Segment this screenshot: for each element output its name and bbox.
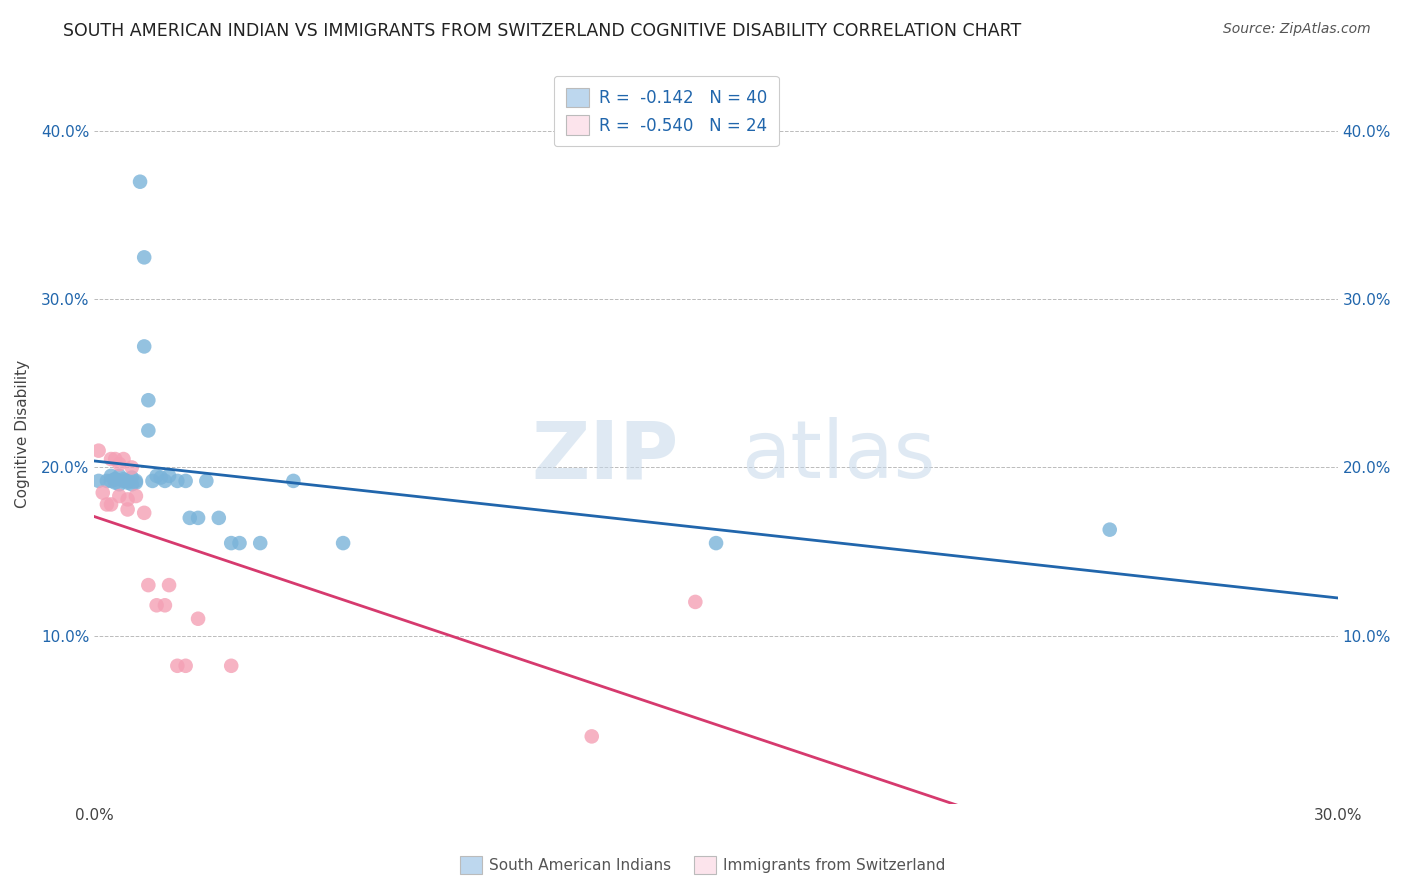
Point xyxy=(187,511,209,525)
Point xyxy=(179,511,201,525)
Point xyxy=(138,578,160,592)
Point xyxy=(166,474,188,488)
Point xyxy=(117,492,139,507)
Point xyxy=(125,489,148,503)
Point xyxy=(685,595,707,609)
Point xyxy=(157,578,180,592)
Point xyxy=(121,470,143,484)
Point xyxy=(96,474,118,488)
Point xyxy=(112,452,135,467)
Point xyxy=(153,474,176,488)
Point xyxy=(174,658,197,673)
Point xyxy=(100,498,122,512)
Point xyxy=(104,475,127,490)
Point xyxy=(125,475,148,490)
Point xyxy=(112,472,135,486)
Point xyxy=(157,468,180,483)
Point xyxy=(153,599,176,613)
Point xyxy=(104,472,127,486)
Point xyxy=(108,477,131,491)
Point xyxy=(87,474,110,488)
Point xyxy=(100,452,122,467)
Point xyxy=(117,502,139,516)
Point xyxy=(249,536,271,550)
Point xyxy=(108,489,131,503)
Y-axis label: Cognitive Disability: Cognitive Disability xyxy=(15,359,30,508)
Point xyxy=(104,452,127,467)
Legend: South American Indians, Immigrants from Switzerland: South American Indians, Immigrants from … xyxy=(454,850,952,880)
Text: SOUTH AMERICAN INDIAN VS IMMIGRANTS FROM SWITZERLAND COGNITIVE DISABILITY CORREL: SOUTH AMERICAN INDIAN VS IMMIGRANTS FROM… xyxy=(63,22,1022,40)
Point xyxy=(87,443,110,458)
Point xyxy=(134,251,156,265)
Point xyxy=(100,474,122,488)
Point xyxy=(228,536,250,550)
Point xyxy=(108,457,131,471)
Point xyxy=(112,474,135,488)
Point xyxy=(1098,523,1121,537)
Point xyxy=(100,468,122,483)
Point xyxy=(195,474,218,488)
Point xyxy=(208,511,231,525)
Point xyxy=(704,536,727,550)
Point xyxy=(581,730,603,744)
Point xyxy=(332,536,354,550)
Point xyxy=(121,460,143,475)
Point xyxy=(283,474,305,488)
Point xyxy=(108,468,131,483)
Point xyxy=(174,474,197,488)
Point xyxy=(219,536,242,550)
Point xyxy=(121,477,143,491)
Point xyxy=(129,175,152,189)
Point xyxy=(219,658,242,673)
Point xyxy=(104,472,127,486)
Point xyxy=(138,393,160,408)
Point xyxy=(149,470,172,484)
Point xyxy=(134,506,156,520)
Point xyxy=(125,474,148,488)
Point xyxy=(145,468,167,483)
Point xyxy=(117,475,139,490)
Point xyxy=(145,599,167,613)
Point xyxy=(117,474,139,488)
Point xyxy=(134,339,156,353)
Legend: R =  -0.142   N = 40, R =  -0.540   N = 24: R = -0.142 N = 40, R = -0.540 N = 24 xyxy=(554,76,779,146)
Point xyxy=(141,474,163,488)
Point xyxy=(187,612,209,626)
Point xyxy=(138,424,160,438)
Text: ZIP: ZIP xyxy=(531,417,679,495)
Point xyxy=(91,485,114,500)
Text: Source: ZipAtlas.com: Source: ZipAtlas.com xyxy=(1223,22,1371,37)
Point xyxy=(166,658,188,673)
Text: atlas: atlas xyxy=(741,417,935,495)
Point xyxy=(96,498,118,512)
